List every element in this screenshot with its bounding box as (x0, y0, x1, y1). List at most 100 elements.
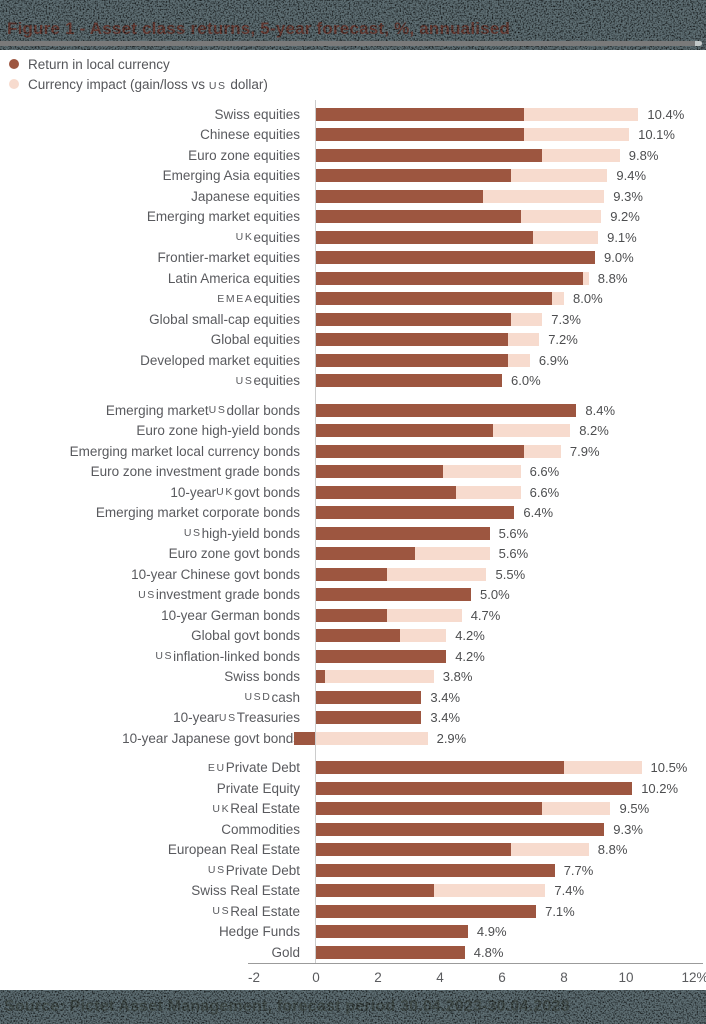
row-label: Private Equity (216, 780, 300, 796)
value-label: 3.4% (430, 689, 461, 705)
value-label: 8.0% (573, 291, 603, 307)
value-label: 8.4% (585, 402, 616, 418)
value-label: 5.6% (498, 525, 529, 541)
value-label: 7.4% (554, 883, 585, 899)
bar-local-currency-segment (316, 424, 493, 438)
row-label: UK Real Estate (212, 801, 300, 817)
row-label: Swiss bonds (224, 669, 300, 685)
bar-local-currency-segment (316, 312, 512, 326)
row-label: 10-year German bonds (161, 607, 300, 623)
row-label: Euro zone govt bonds (168, 546, 300, 562)
row-label: EMEA equities (217, 291, 300, 307)
bar-local-currency-segment (316, 230, 533, 244)
bar-local-currency-segment (316, 904, 537, 918)
divider-bar (0, 41, 702, 46)
value-label: 2.9% (436, 730, 467, 746)
row-label: Euro zone investment grade bonds (90, 464, 300, 480)
x-axis-tick-label: 4 (436, 969, 444, 985)
bar-local-currency-segment (316, 506, 515, 520)
row-label: 10-year UK govt bonds (170, 484, 300, 500)
chart-row: EMEA equities 8.0% (0, 289, 706, 310)
bar-local-currency-segment (316, 629, 400, 643)
chart-row: European Real Estate 8.8% (0, 840, 706, 861)
row-label: Latin America equities (167, 270, 300, 286)
row-label: US inflation-linked bonds (155, 648, 300, 664)
chart-row: Global equities 7.2% (0, 330, 706, 351)
redacted-footer-band: Source: Pictet Asset Management, forecas… (0, 990, 706, 1024)
bar-currency-impact-segment (523, 444, 561, 458)
chart-row: 10-year Chinese govt bonds 5.5% (0, 564, 706, 585)
bar-local-currency-segment (316, 148, 543, 162)
redacted-header-band: Figure 1 - Asset class returns, 5-year f… (0, 0, 706, 50)
chart-row: USD cash 3.4% (0, 687, 706, 708)
bar-currency-impact-segment (387, 567, 487, 581)
chart-row: UK Real Estate 9.5% (0, 799, 706, 820)
value-label: 3.8% (442, 669, 473, 685)
value-label: 4.8% (473, 944, 504, 960)
bar-currency-impact-segment (443, 465, 521, 479)
chart-row: Commodities 9.3% (0, 819, 706, 840)
chart-row: Swiss bonds 3.8% (0, 667, 706, 688)
value-label: 3.4% (430, 710, 461, 726)
bar-currency-impact-segment (511, 843, 589, 857)
value-label: 9.1% (607, 229, 637, 245)
figure-title: Figure 1 - Asset class returns, 5-year f… (7, 19, 511, 38)
value-label: 9.5% (619, 801, 650, 817)
value-label: 4.2% (455, 648, 485, 664)
value-label: 6.4% (523, 505, 554, 521)
chart-row: 10-year UK govt bonds 6.6% (0, 482, 706, 503)
row-label: US Private Debt (207, 862, 300, 878)
bar-local-currency-segment (316, 403, 577, 417)
bar-local-currency-segment (316, 444, 524, 458)
bar-currency-impact-segment (492, 424, 571, 438)
x-axis-tick-label: 8 (560, 969, 568, 985)
bar-local-currency-segment (316, 547, 416, 561)
value-label: 4.2% (455, 628, 485, 644)
bar-local-currency-segment (316, 210, 521, 224)
chart-row: US equities 6.0% (0, 371, 706, 392)
row-label: 10-year Chinese govt bonds (131, 566, 300, 582)
bar-local-currency-segment (316, 925, 468, 939)
row-label: Developed market equities (140, 352, 300, 368)
value-label: 7.1% (545, 903, 575, 919)
bar-currency-impact-segment (433, 884, 546, 898)
value-label: 6.9% (538, 352, 569, 368)
row-label: Gold (271, 944, 300, 960)
chart-row: Developed market equities 6.9% (0, 350, 706, 371)
value-label: 4.7% (470, 607, 501, 623)
row-label: Emerging market local currency bonds (69, 443, 300, 459)
chart-row: Latin America equities 8.8% (0, 268, 706, 289)
row-label: Swiss equities (214, 106, 300, 122)
value-label: 6.6% (529, 464, 560, 480)
legend-label: Currency impact (gain/loss vs US dollar) (28, 76, 268, 92)
bar-local-currency-segment (316, 251, 595, 265)
chart-row: Private Equity 10.2% (0, 778, 706, 799)
chart-row: Global small-cap equities 7.3% (0, 309, 706, 330)
chart-row: Euro zone equities 9.8% (0, 145, 706, 166)
bar-local-currency-segment (316, 843, 512, 857)
bar-currency-impact-segment (533, 230, 599, 244)
row-label: Hedge Funds (218, 924, 300, 940)
legend-label: Return in local currency (28, 56, 170, 72)
chart-legend: Return in local currency Currency impact… (9, 54, 268, 94)
bar-local-currency-segment (316, 292, 552, 306)
bar-currency-impact-segment (564, 761, 642, 775)
row-label: Euro zone equities (188, 147, 300, 163)
row-label: US Real Estate (212, 903, 300, 919)
row-label: UK equities (235, 229, 300, 245)
row-label: Emerging market US dollar bonds (105, 402, 300, 418)
bar-currency-impact-segment (483, 189, 605, 203)
row-label: Swiss Real Estate (191, 883, 300, 899)
zero-axis-line (315, 100, 316, 963)
value-label: 10.4% (647, 106, 685, 122)
chart-row: Emerging market local currency bonds 7.9% (0, 441, 706, 462)
x-axis-tick-label: 6 (498, 969, 506, 985)
row-label: US equities (235, 373, 300, 389)
bar-currency-impact-segment (520, 210, 602, 224)
bar-currency-impact-segment (415, 547, 490, 561)
value-label: 9.3% (613, 188, 643, 204)
legend-dot-local-icon (9, 59, 19, 69)
chart-row: Frontier-market equities 9.0% (0, 248, 706, 269)
row-label: EU Private Debt (207, 760, 300, 776)
